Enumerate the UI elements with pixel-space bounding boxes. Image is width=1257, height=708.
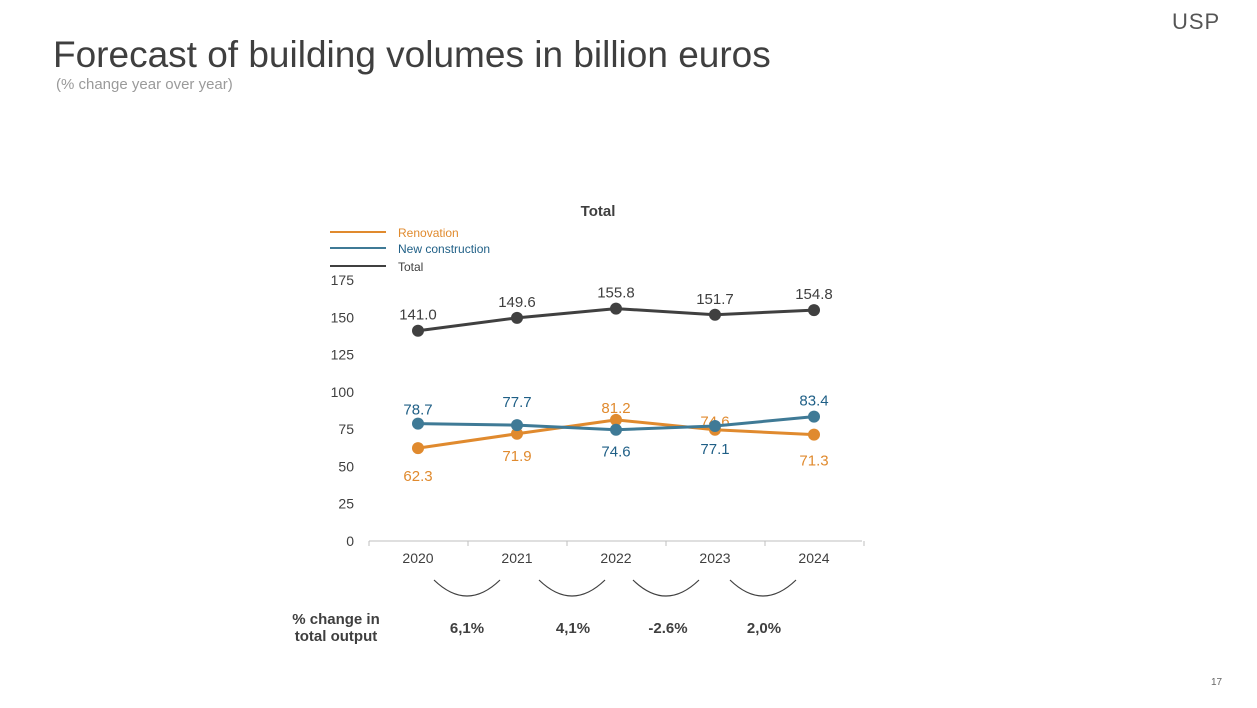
page-subtitle: (% change year over year) xyxy=(56,76,233,93)
data-point-renovation xyxy=(610,413,622,426)
y-tick-label: 175 xyxy=(331,272,355,288)
x-tick-label: 2022 xyxy=(600,550,631,566)
change-arc xyxy=(538,579,606,597)
change-arc xyxy=(632,579,700,597)
data-point-total xyxy=(709,308,721,321)
data-label-new_construction: 77.7 xyxy=(502,394,531,411)
change-value: 6,1% xyxy=(449,620,485,637)
change-arc xyxy=(433,579,501,597)
data-point-renovation xyxy=(808,428,820,441)
data-point-renovation xyxy=(412,442,424,455)
data-point-renovation xyxy=(511,427,523,440)
data-point-total xyxy=(808,304,820,317)
legend-label-total: Total xyxy=(398,260,423,274)
change-caption: % change in total output xyxy=(275,611,397,645)
change-caption-line2: total output xyxy=(294,628,378,645)
data-label-renovation: 81.2 xyxy=(601,400,630,417)
y-tick-label: 100 xyxy=(331,384,355,400)
data-point-new_construction xyxy=(610,423,622,436)
data-label-total: 155.8 xyxy=(597,285,635,302)
data-point-new_construction xyxy=(412,417,424,430)
legend-label-new_construction: New construction xyxy=(398,242,490,256)
y-tick-label: 0 xyxy=(346,533,354,549)
y-tick-label: 150 xyxy=(331,309,355,325)
x-tick-label: 2021 xyxy=(501,550,532,566)
data-label-total: 154.8 xyxy=(795,286,833,303)
data-point-total xyxy=(412,324,424,337)
x-tick-label: 2020 xyxy=(402,550,433,566)
y-tick-label: 25 xyxy=(338,496,354,512)
y-tick-label: 50 xyxy=(338,458,354,474)
x-tick-label: 2023 xyxy=(699,550,730,566)
change-value: 4,1% xyxy=(555,620,591,637)
change-caption-line1: % change in xyxy=(292,611,380,628)
data-label-new_construction: 83.4 xyxy=(799,393,828,410)
data-label-total: 141.0 xyxy=(399,307,437,324)
data-label-total: 151.7 xyxy=(696,291,734,308)
data-label-new_construction: 78.7 xyxy=(403,402,432,419)
company-logo: USP xyxy=(1172,9,1221,34)
data-point-new_construction xyxy=(511,419,523,432)
data-point-new_construction xyxy=(709,420,721,433)
data-label-new_construction: 77.1 xyxy=(700,441,729,458)
data-point-new_construction xyxy=(808,410,820,423)
change-value: 2,0% xyxy=(746,620,782,637)
y-tick-label: 75 xyxy=(338,421,354,437)
data-label-renovation: 71.3 xyxy=(799,453,828,470)
data-point-total xyxy=(610,302,622,315)
page-number: 17 xyxy=(1211,677,1223,688)
data-point-total xyxy=(511,311,523,324)
data-label-total: 149.6 xyxy=(498,294,536,311)
data-label-renovation: 71.9 xyxy=(502,448,531,465)
change-value: -2.6% xyxy=(648,620,688,637)
data-label-new_construction: 74.6 xyxy=(601,444,630,461)
legend-label-renovation: Renovation xyxy=(398,226,459,240)
data-label-renovation: 62.3 xyxy=(403,468,432,485)
change-arc xyxy=(729,579,797,597)
chart-title: Total xyxy=(581,203,616,220)
y-tick-label: 125 xyxy=(331,347,355,363)
page-title: Forecast of building volumes in billion … xyxy=(53,34,771,75)
x-tick-label: 2024 xyxy=(798,550,829,566)
